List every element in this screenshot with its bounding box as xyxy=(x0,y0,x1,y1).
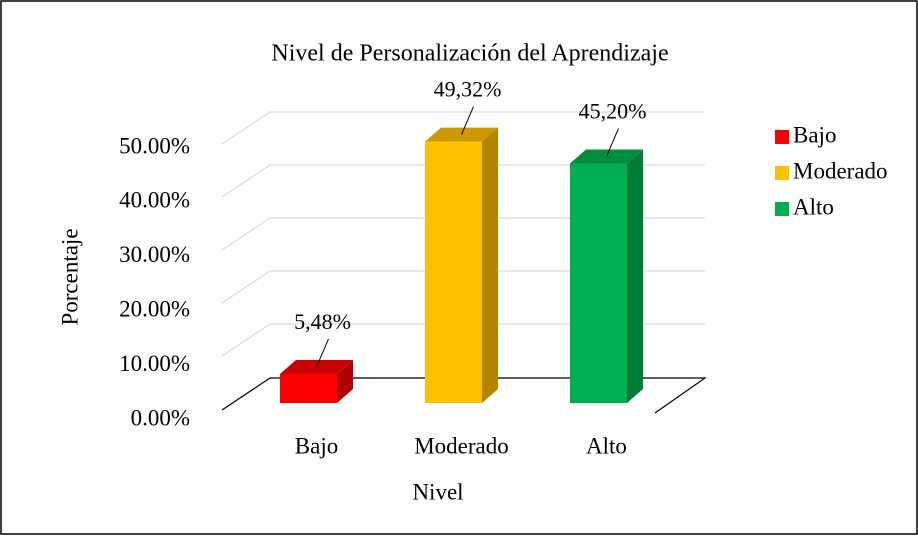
bar-side xyxy=(627,149,643,403)
bar-side xyxy=(482,127,498,403)
legend-label: Bajo xyxy=(793,122,836,147)
grid-line xyxy=(221,217,705,251)
y-tick-label: 30.00% xyxy=(119,242,190,267)
y-tick-label: 40.00% xyxy=(119,188,190,213)
y-axis-label: Porcentaje xyxy=(57,228,82,325)
bar xyxy=(280,373,337,403)
value-label: 49,32% xyxy=(434,77,502,102)
grid-line xyxy=(221,111,705,145)
value-label: 45,20% xyxy=(579,98,647,123)
leader-line xyxy=(461,106,474,135)
y-tick-label: 0.00% xyxy=(131,405,190,430)
y-tick-label: 10.00% xyxy=(119,351,190,376)
y-tick-label: 50.00% xyxy=(119,133,190,158)
legend-label: Moderado xyxy=(793,158,888,183)
legend-swatch xyxy=(775,166,789,180)
bar xyxy=(570,163,627,403)
bar xyxy=(425,141,482,403)
x-tick-label: Bajo xyxy=(295,433,338,458)
y-tick-label: 20.00% xyxy=(119,296,190,321)
leader-line xyxy=(606,128,619,157)
legend-swatch xyxy=(775,202,789,216)
x-axis-label: Nivel xyxy=(412,479,463,504)
bar-side xyxy=(337,359,353,403)
leader-line xyxy=(316,338,329,368)
chart-title: Nivel de Personalización del Aprendizaje xyxy=(271,41,668,67)
grid-line xyxy=(221,164,705,198)
grid-line xyxy=(221,270,705,304)
value-label: 5,48% xyxy=(294,309,351,334)
legend-swatch xyxy=(775,130,789,144)
x-tick-label: Moderado xyxy=(414,433,509,458)
x-tick-label: Alto xyxy=(586,433,627,458)
grid-line xyxy=(221,323,705,357)
legend-label: Alto xyxy=(793,194,834,219)
